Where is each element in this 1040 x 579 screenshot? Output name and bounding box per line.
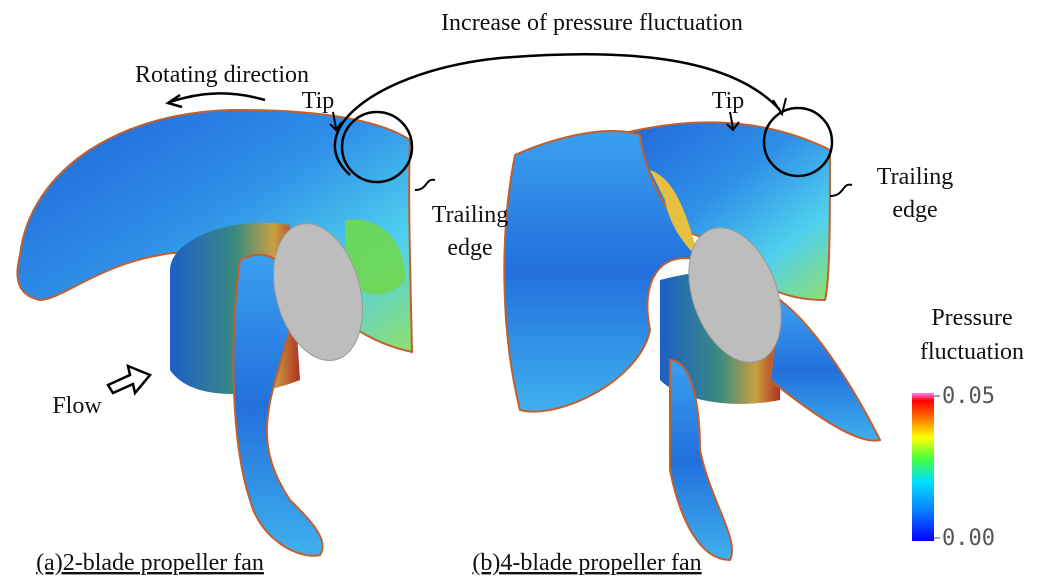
colorbar-tick-label: 0.00 bbox=[942, 526, 995, 551]
colorbar bbox=[912, 393, 934, 541]
tip-label: Tip bbox=[712, 88, 744, 114]
trailing-edge-label: Trailing bbox=[877, 164, 953, 190]
trailing-edge-label: Trailing bbox=[432, 202, 508, 228]
tip-label: Tip bbox=[302, 88, 334, 114]
colorbar-title: fluctuation bbox=[920, 339, 1024, 365]
colorbar-tick-label: 0.05 bbox=[942, 384, 995, 409]
title: Increase of pressure fluctuation bbox=[441, 10, 743, 36]
annotations bbox=[106, 52, 853, 396]
caption: (a)2-blade propeller fan bbox=[36, 550, 264, 576]
propeller-4-blade bbox=[503, 121, 882, 562]
colorbar-title: Pressure bbox=[931, 305, 1012, 331]
colorbar-ticks: 0.05 0.00 bbox=[934, 384, 995, 551]
rotating-direction: Rotating direction bbox=[135, 62, 309, 88]
flow-label: Flow bbox=[52, 393, 102, 419]
trailing-edge-label: edge bbox=[892, 197, 937, 223]
trailing-edge-label: edge bbox=[447, 235, 492, 261]
propeller-2-blade bbox=[16, 108, 414, 557]
caption: (b)4-blade propeller fan bbox=[472, 550, 701, 576]
